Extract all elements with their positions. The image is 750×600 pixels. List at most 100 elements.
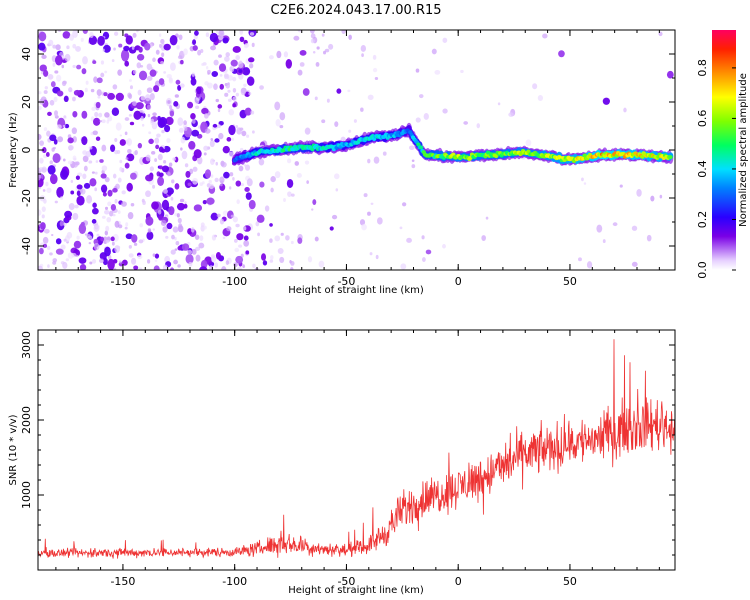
heatmap-speckle: [105, 225, 110, 232]
snr-panel: -150 -100 -50 0 50 1000 2000 3000 Height of st…: [8, 329, 676, 596]
bottom-y-axis: 1000 2000 3000: [20, 329, 675, 571]
heatmap-speckle: [43, 228, 50, 234]
heatmap-speckle: [99, 119, 102, 123]
heatmap-speckle: [86, 195, 93, 204]
heatmap-speckle: [360, 44, 367, 52]
heatmap-speckle: [168, 206, 175, 216]
heatmap-speckle: [49, 160, 53, 165]
heatmap-speckle: [210, 158, 215, 166]
heatmap-speckle: [226, 137, 232, 142]
heatmap-speckle: [192, 39, 197, 45]
heatmap-speckle: [191, 248, 197, 255]
heatmap-speckle: [104, 112, 110, 118]
heatmap-speckle: [169, 105, 173, 110]
heatmap-speckle: [233, 262, 238, 268]
heatmap-speckle: [195, 246, 201, 251]
heatmap-speckle: [169, 62, 176, 71]
heatmap-speckle: [155, 144, 160, 150]
heatmap-speckle: [203, 145, 209, 151]
heatmap-speckle: [225, 83, 231, 89]
heatmap-speckle: [125, 222, 129, 227]
heatmap-speckle: [222, 210, 229, 216]
heatmap-speckle: [123, 45, 130, 52]
heatmap-speckle: [170, 249, 176, 255]
heatmap-speckle: [236, 233, 244, 241]
heatmap-speckle: [442, 37, 448, 43]
heatmap-speckle: [280, 232, 284, 236]
heatmap-speckle: [169, 35, 178, 46]
colorbar-gradient: [712, 30, 736, 270]
heatmap-speckle: [136, 53, 145, 61]
heatmap-speckle: [38, 177, 44, 188]
heatmap-speckle: [93, 225, 100, 232]
heatmap-speckle: [251, 42, 255, 48]
heatmap-speckle: [152, 57, 156, 63]
heatmap-speckle: [124, 117, 130, 121]
heatmap-speckle: [195, 254, 201, 262]
heatmap-speckle: [232, 176, 235, 181]
heatmap-speckle: [121, 201, 127, 207]
heatmap-speckle: [78, 257, 87, 264]
heatmap-speckle: [179, 83, 185, 88]
heatmap-speckle: [115, 92, 124, 102]
heatmap-speckle: [67, 160, 73, 165]
heatmap-speckle: [311, 208, 314, 211]
heatmap-speckle: [145, 94, 151, 102]
heatmap-speckle: [190, 77, 197, 86]
heatmap-speckle: [230, 214, 235, 218]
heatmap-speckle: [84, 87, 88, 93]
heatmap-speckle: [120, 49, 130, 62]
heatmap-speckle: [361, 223, 367, 231]
heatmap-speckle: [373, 156, 380, 164]
heatmap-speckle: [194, 97, 200, 105]
heatmap-speckle: [63, 238, 67, 242]
heatmap-speckle: [249, 63, 254, 69]
heatmap-speckle: [88, 146, 93, 150]
heatmap-speckle: [85, 80, 89, 85]
heatmap-speckle: [175, 241, 180, 246]
heatmap-speckle: [176, 202, 186, 211]
heatmap-speckle: [193, 204, 203, 212]
heatmap-speckle: [72, 64, 76, 69]
heatmap-speckle: [173, 101, 179, 107]
heatmap-speckle: [586, 261, 593, 269]
heatmap-speckle: [80, 37, 84, 42]
heatmap-speckle: [314, 236, 319, 242]
heatmap-speckle: [409, 145, 415, 151]
x-tick-label: 0: [455, 275, 462, 288]
heatmap-speckle: [63, 115, 67, 119]
heatmap-speckle: [229, 66, 233, 72]
heatmap-speckle: [165, 116, 174, 126]
heatmap-speckle: [214, 177, 219, 183]
heatmap-speckle: [367, 211, 371, 216]
heatmap-speckle: [42, 236, 49, 244]
x-tick-label: -50: [337, 575, 355, 588]
heatmap-speckle: [64, 210, 73, 218]
heatmap-speckle: [578, 257, 582, 262]
heatmap-speckle: [68, 87, 73, 93]
heatmap-speckle: [104, 230, 108, 236]
heatmap-speckle: [149, 92, 155, 101]
heatmap-speckle: [270, 187, 274, 193]
heatmap-speckle: [269, 55, 274, 60]
heatmap-speckle: [43, 90, 48, 94]
heatmap-speckle: [419, 94, 424, 99]
heatmap-speckle: [135, 102, 144, 110]
heatmap-speckle: [525, 139, 532, 147]
y-tick-label: 1000: [20, 481, 33, 509]
heatmap-speckle: [203, 152, 207, 156]
heatmap-speckle: [415, 117, 421, 123]
heatmap-speckle: [217, 124, 221, 129]
heatmap-speckle: [140, 65, 144, 68]
heatmap-speckle: [99, 159, 104, 163]
heatmap-speckle: [61, 64, 65, 69]
heatmap-speckle: [259, 85, 264, 90]
heatmap-speckle: [91, 259, 97, 264]
y-tick-label: -40: [20, 237, 33, 255]
y-tick-label: 20: [20, 95, 33, 109]
heatmap-speckle: [659, 194, 663, 199]
heatmap-speckle: [200, 48, 204, 54]
heatmap-speckle: [102, 257, 108, 266]
heatmap-speckle: [285, 59, 293, 69]
heatmap-speckle: [124, 162, 130, 169]
